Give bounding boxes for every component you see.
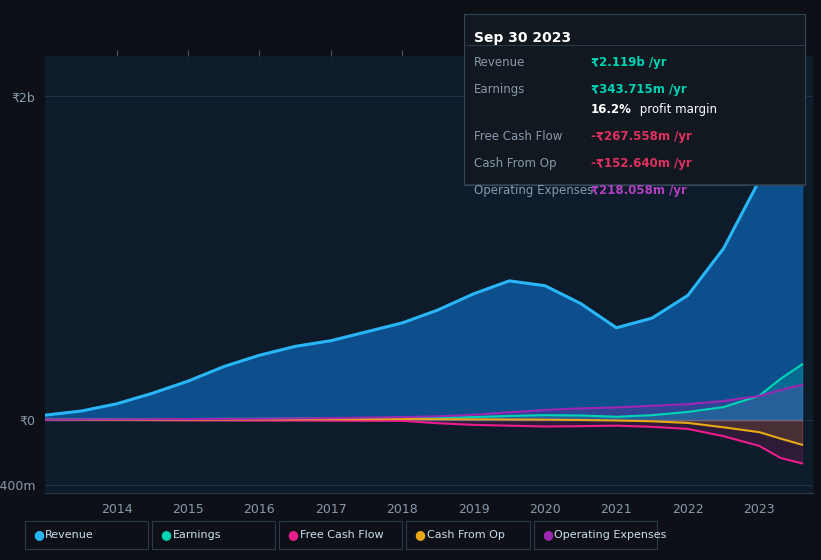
Text: Earnings: Earnings <box>474 83 525 96</box>
Text: Operating Expenses: Operating Expenses <box>554 530 667 540</box>
Text: profit margin: profit margin <box>636 103 718 116</box>
Text: ●: ● <box>542 528 553 542</box>
Text: 16.2%: 16.2% <box>591 103 632 116</box>
Text: Sep 30 2023: Sep 30 2023 <box>474 31 571 45</box>
Text: Revenue: Revenue <box>474 56 525 69</box>
Text: ●: ● <box>415 528 425 542</box>
Text: ●: ● <box>287 528 298 542</box>
Text: Earnings: Earnings <box>172 530 221 540</box>
Text: -₹152.640m /yr: -₹152.640m /yr <box>591 157 692 170</box>
Text: ●: ● <box>33 528 44 542</box>
Text: Operating Expenses: Operating Expenses <box>474 184 593 197</box>
Text: Free Cash Flow: Free Cash Flow <box>300 530 383 540</box>
Text: Free Cash Flow: Free Cash Flow <box>474 130 562 143</box>
Text: Cash From Op: Cash From Op <box>474 157 556 170</box>
Text: ₹218.058m /yr: ₹218.058m /yr <box>591 184 687 197</box>
Text: ₹343.715m /yr: ₹343.715m /yr <box>591 83 687 96</box>
Text: ₹2.119b /yr: ₹2.119b /yr <box>591 56 667 69</box>
Text: Cash From Op: Cash From Op <box>427 530 505 540</box>
Text: -₹267.558m /yr: -₹267.558m /yr <box>591 130 692 143</box>
Text: ●: ● <box>160 528 171 542</box>
Text: Revenue: Revenue <box>45 530 94 540</box>
